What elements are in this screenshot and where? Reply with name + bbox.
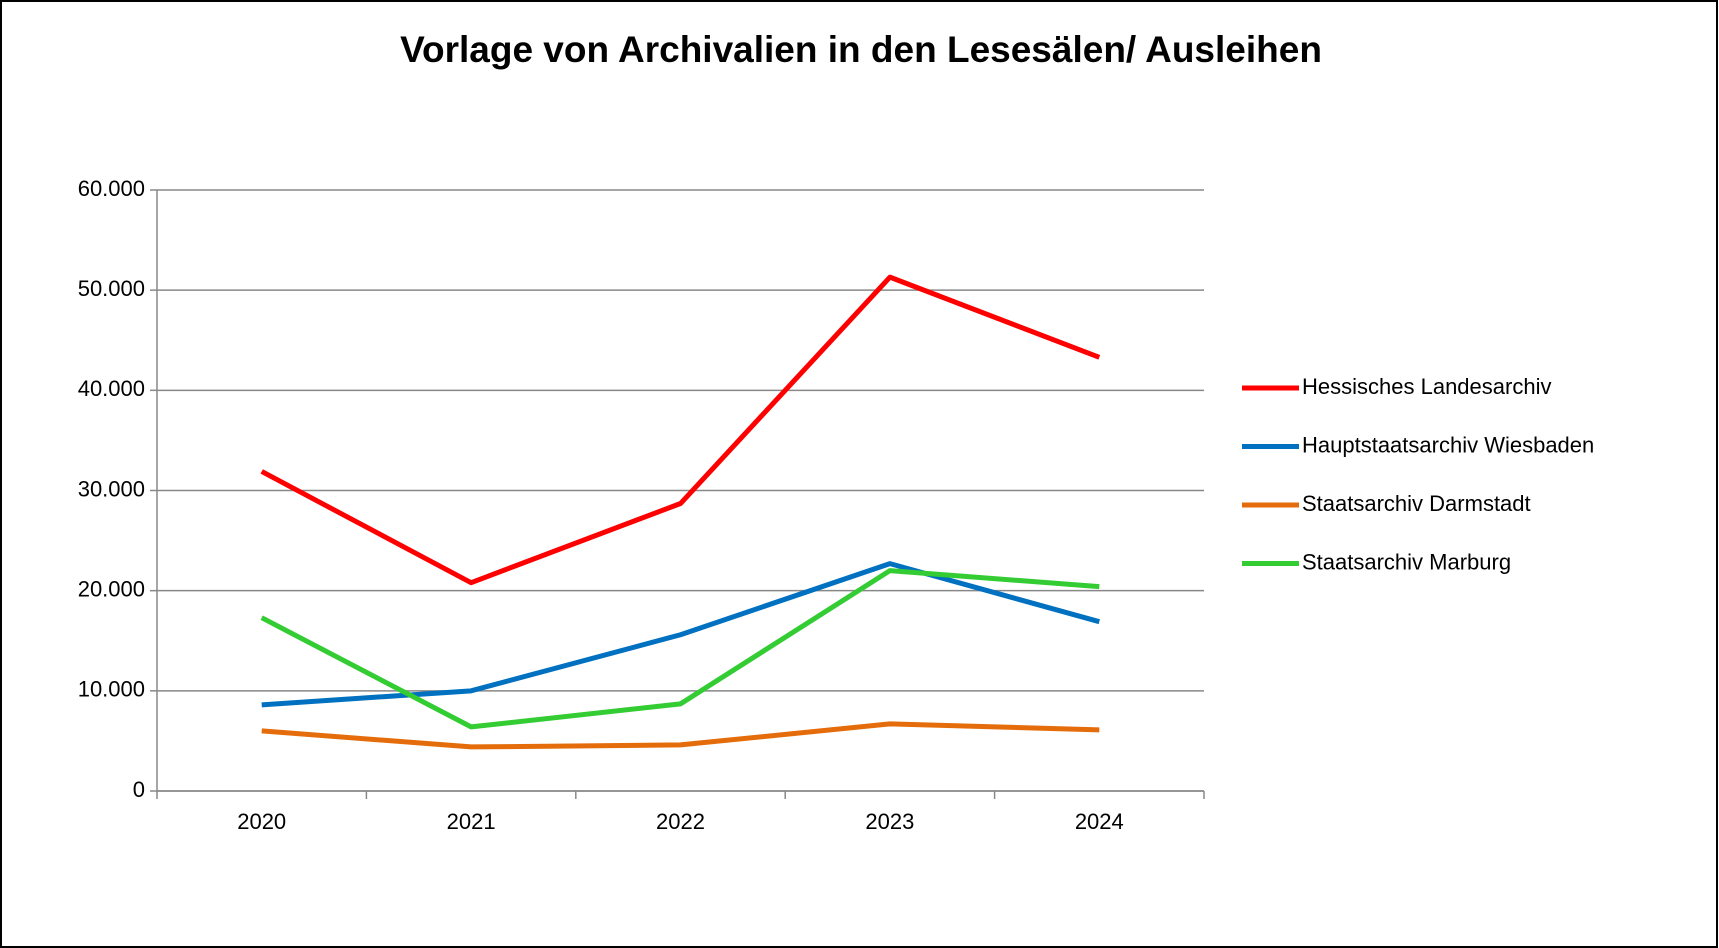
y-tick-label: 30.000 bbox=[78, 476, 145, 501]
legend-label: Staatsarchiv Marburg bbox=[1302, 549, 1511, 574]
x-tick-label: 2020 bbox=[237, 809, 286, 834]
x-tick-label: 2022 bbox=[656, 809, 705, 834]
x-tick-label: 2021 bbox=[447, 809, 496, 834]
legend-label: Hauptstaatsarchiv Wiesbaden bbox=[1302, 432, 1594, 457]
series-line bbox=[261, 721, 1100, 750]
x-tick-label: 2023 bbox=[865, 809, 914, 834]
legend-label: Staatsarchiv Darmstadt bbox=[1302, 491, 1531, 516]
series-line bbox=[260, 274, 1101, 586]
series-line bbox=[261, 561, 1100, 708]
legend-label: Hessisches Landesarchiv bbox=[1302, 374, 1551, 399]
y-tick-label: 40.000 bbox=[78, 376, 145, 401]
y-tick-label: 20.000 bbox=[78, 576, 145, 601]
chart-title: Vorlage von Archivalien in den Lesesälen… bbox=[400, 29, 1322, 70]
y-tick-label: 60.000 bbox=[78, 176, 145, 201]
series-line bbox=[260, 568, 1100, 730]
y-tick-label: 50.000 bbox=[78, 276, 145, 301]
y-tick-label: 0 bbox=[133, 777, 145, 802]
y-tick-label: 10.000 bbox=[78, 677, 145, 702]
x-tick-label: 2024 bbox=[1075, 809, 1124, 834]
